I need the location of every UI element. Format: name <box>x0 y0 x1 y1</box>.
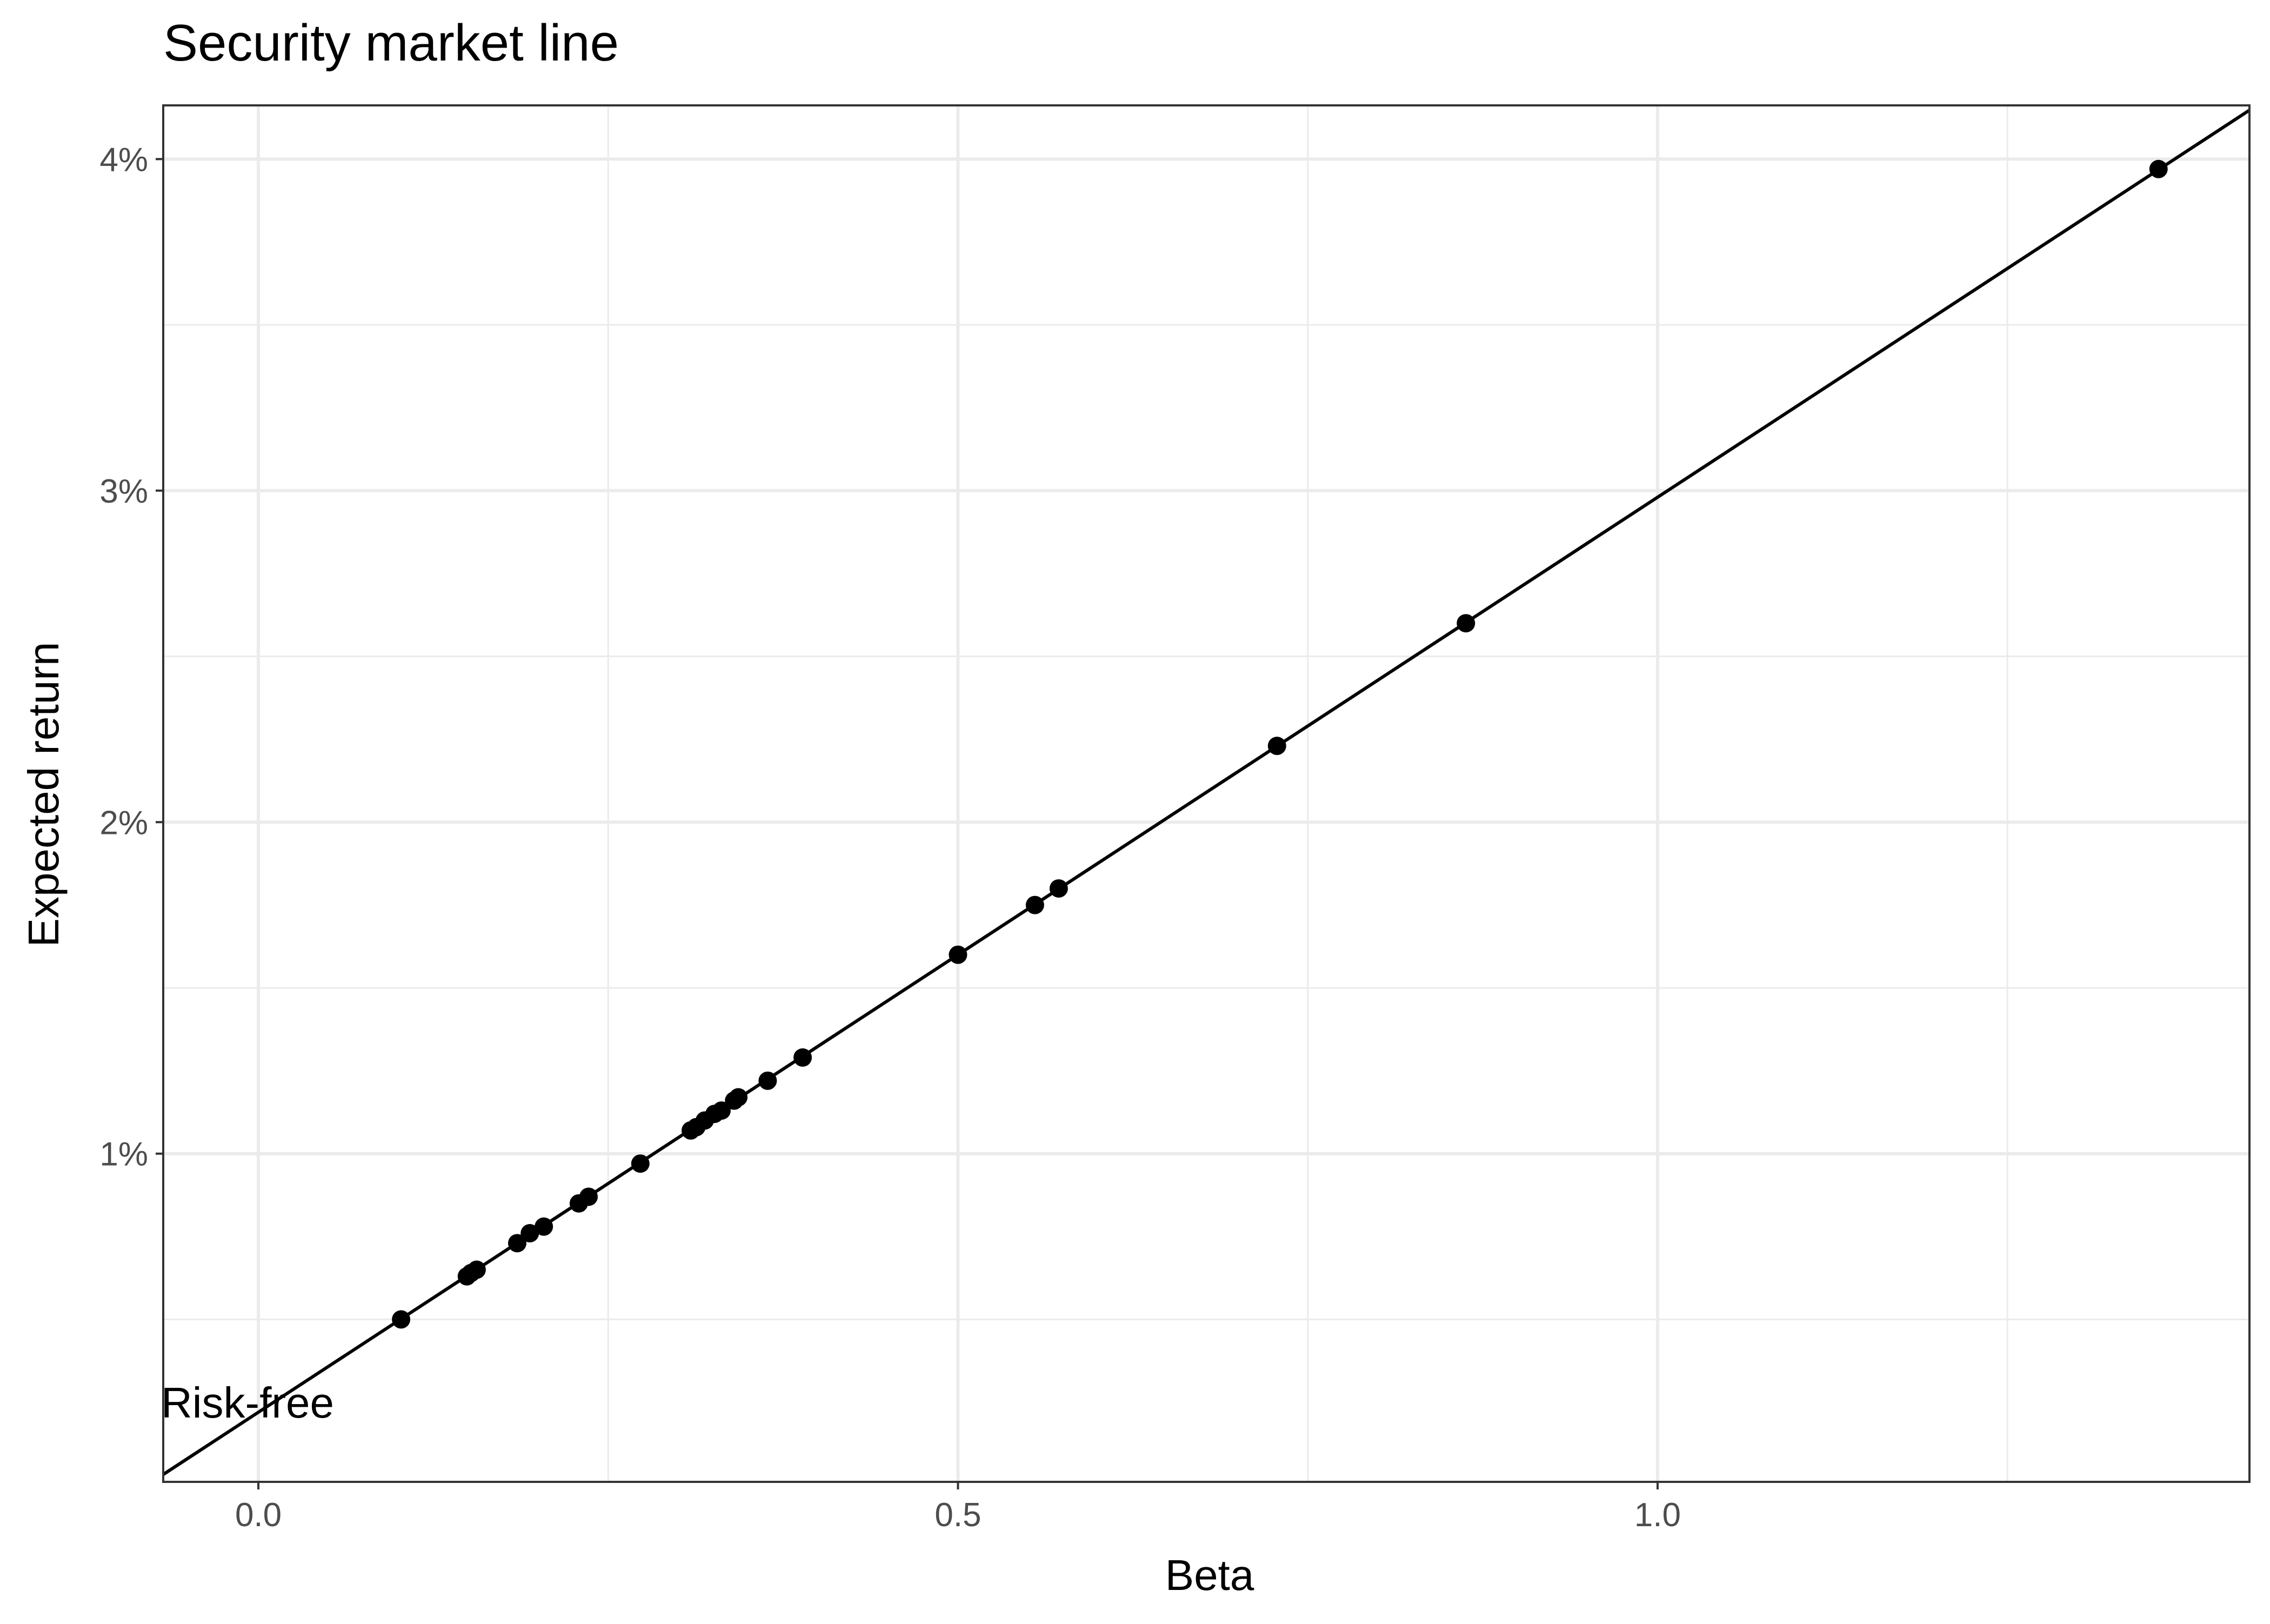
panel-border <box>162 104 2251 1483</box>
data-point <box>535 1217 553 1236</box>
data-point <box>712 1101 731 1120</box>
data-point <box>1457 614 1476 633</box>
x-axis-title: Beta <box>1165 1551 1254 1599</box>
data-point <box>392 1310 411 1329</box>
data-point <box>1049 879 1068 898</box>
grid-lines <box>163 105 2249 1482</box>
x-tick-label: 0.5 <box>934 1496 981 1534</box>
chart-title: Security market line <box>163 14 619 72</box>
data-point <box>508 1234 526 1253</box>
x-tick-label: 1.0 <box>1634 1496 1681 1534</box>
data-point <box>758 1071 777 1090</box>
x-tick-label: 0.0 <box>235 1496 282 1534</box>
data-point <box>793 1048 812 1067</box>
data-points <box>392 159 2168 1329</box>
data-point <box>579 1187 598 1206</box>
data-point <box>1025 895 1044 914</box>
data-point <box>520 1224 539 1242</box>
data-point <box>949 945 967 964</box>
y-tick-label: 4% <box>99 141 148 178</box>
data-point <box>729 1088 748 1107</box>
axes: 0.0 0.5 1.0 1% 2% 3% 4% <box>99 141 1681 1534</box>
annotation-label: Risk-free <box>161 1379 334 1427</box>
annotations: Risk-free <box>161 1379 334 1427</box>
data-point <box>631 1154 650 1173</box>
data-point <box>467 1260 486 1279</box>
y-tick-label: 2% <box>99 804 148 841</box>
data-point <box>2149 159 2168 178</box>
data-point <box>1267 737 1286 756</box>
y-axis-title: Expected return <box>19 642 68 947</box>
y-tick-label: 1% <box>99 1136 148 1173</box>
y-tick-label: 3% <box>99 473 148 510</box>
